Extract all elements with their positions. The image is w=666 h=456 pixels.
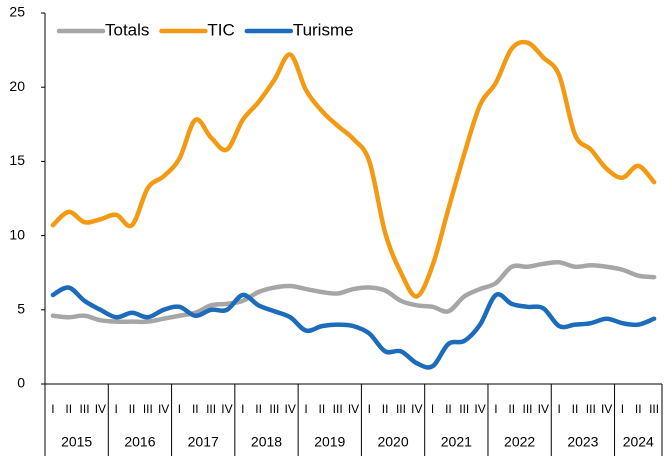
x-tick-label: II — [572, 402, 579, 416]
x-tick-label: IV — [95, 402, 106, 416]
x-tick-label: III — [459, 402, 469, 416]
x-tick-label: IV — [221, 402, 232, 416]
year-label: 2021 — [441, 434, 472, 450]
x-tick-label: IV — [411, 402, 422, 416]
x-tick-label: II — [382, 402, 389, 416]
year-label: 2023 — [567, 434, 598, 450]
legend-label: Turisme — [293, 20, 354, 39]
year-label: 2016 — [124, 434, 155, 450]
x-tick-label: III — [523, 402, 533, 416]
y-tick-label: 0 — [17, 375, 25, 391]
x-tick-label: III — [586, 402, 596, 416]
x-tick-label: I — [494, 402, 497, 416]
year-label: 2024 — [623, 434, 654, 450]
line-series — [50, 39, 657, 299]
x-tick-label: I — [115, 402, 118, 416]
year-label: 2019 — [314, 434, 345, 450]
year-label: 2020 — [377, 434, 408, 450]
year-label: 2022 — [504, 434, 535, 450]
x-tick-label: II — [255, 402, 262, 416]
x-tick-label: I — [304, 402, 307, 416]
x-tick-label: II — [65, 402, 72, 416]
x-tick-label: II — [129, 402, 136, 416]
line-series — [50, 285, 657, 370]
x-tick-label: I — [431, 402, 434, 416]
x-tick-label: III — [649, 402, 659, 416]
y-tick-label: 10 — [9, 226, 25, 242]
x-tick-label: III — [269, 402, 279, 416]
year-label: 2015 — [61, 434, 92, 450]
x-tick-label: III — [206, 402, 216, 416]
x-tick-label: I — [557, 402, 560, 416]
x-tick-label: II — [635, 402, 642, 416]
y-tick-label: 5 — [17, 301, 25, 317]
y-tick-label: 25 — [9, 4, 25, 20]
x-tick-label: II — [508, 402, 515, 416]
x-tick-label: IV — [285, 402, 296, 416]
line-series — [50, 259, 657, 325]
year-label: 2017 — [188, 434, 219, 450]
x-tick-label: III — [333, 402, 343, 416]
x-tick-label: IV — [474, 402, 485, 416]
y-tick-label: 15 — [9, 152, 25, 168]
y-tick-label: 20 — [9, 78, 25, 94]
x-tick-label: II — [319, 402, 326, 416]
x-tick-label: I — [241, 402, 244, 416]
x-tick-label: I — [368, 402, 371, 416]
x-tick-label: II — [192, 402, 199, 416]
x-tick-label: IV — [538, 402, 549, 416]
x-tick-label: III — [80, 402, 90, 416]
legend-label: TIC — [207, 20, 234, 39]
x-tick-label: I — [621, 402, 624, 416]
x-tick-label: I — [51, 402, 54, 416]
x-tick-label: II — [445, 402, 452, 416]
legend-label: Totals — [105, 20, 149, 39]
x-tick-label: IV — [158, 402, 169, 416]
x-tick-label: IV — [601, 402, 612, 416]
x-tick-label: IV — [348, 402, 359, 416]
x-tick-label: III — [143, 402, 153, 416]
year-label: 2018 — [251, 434, 282, 450]
x-tick-label: III — [396, 402, 406, 416]
x-tick-label: I — [178, 402, 181, 416]
